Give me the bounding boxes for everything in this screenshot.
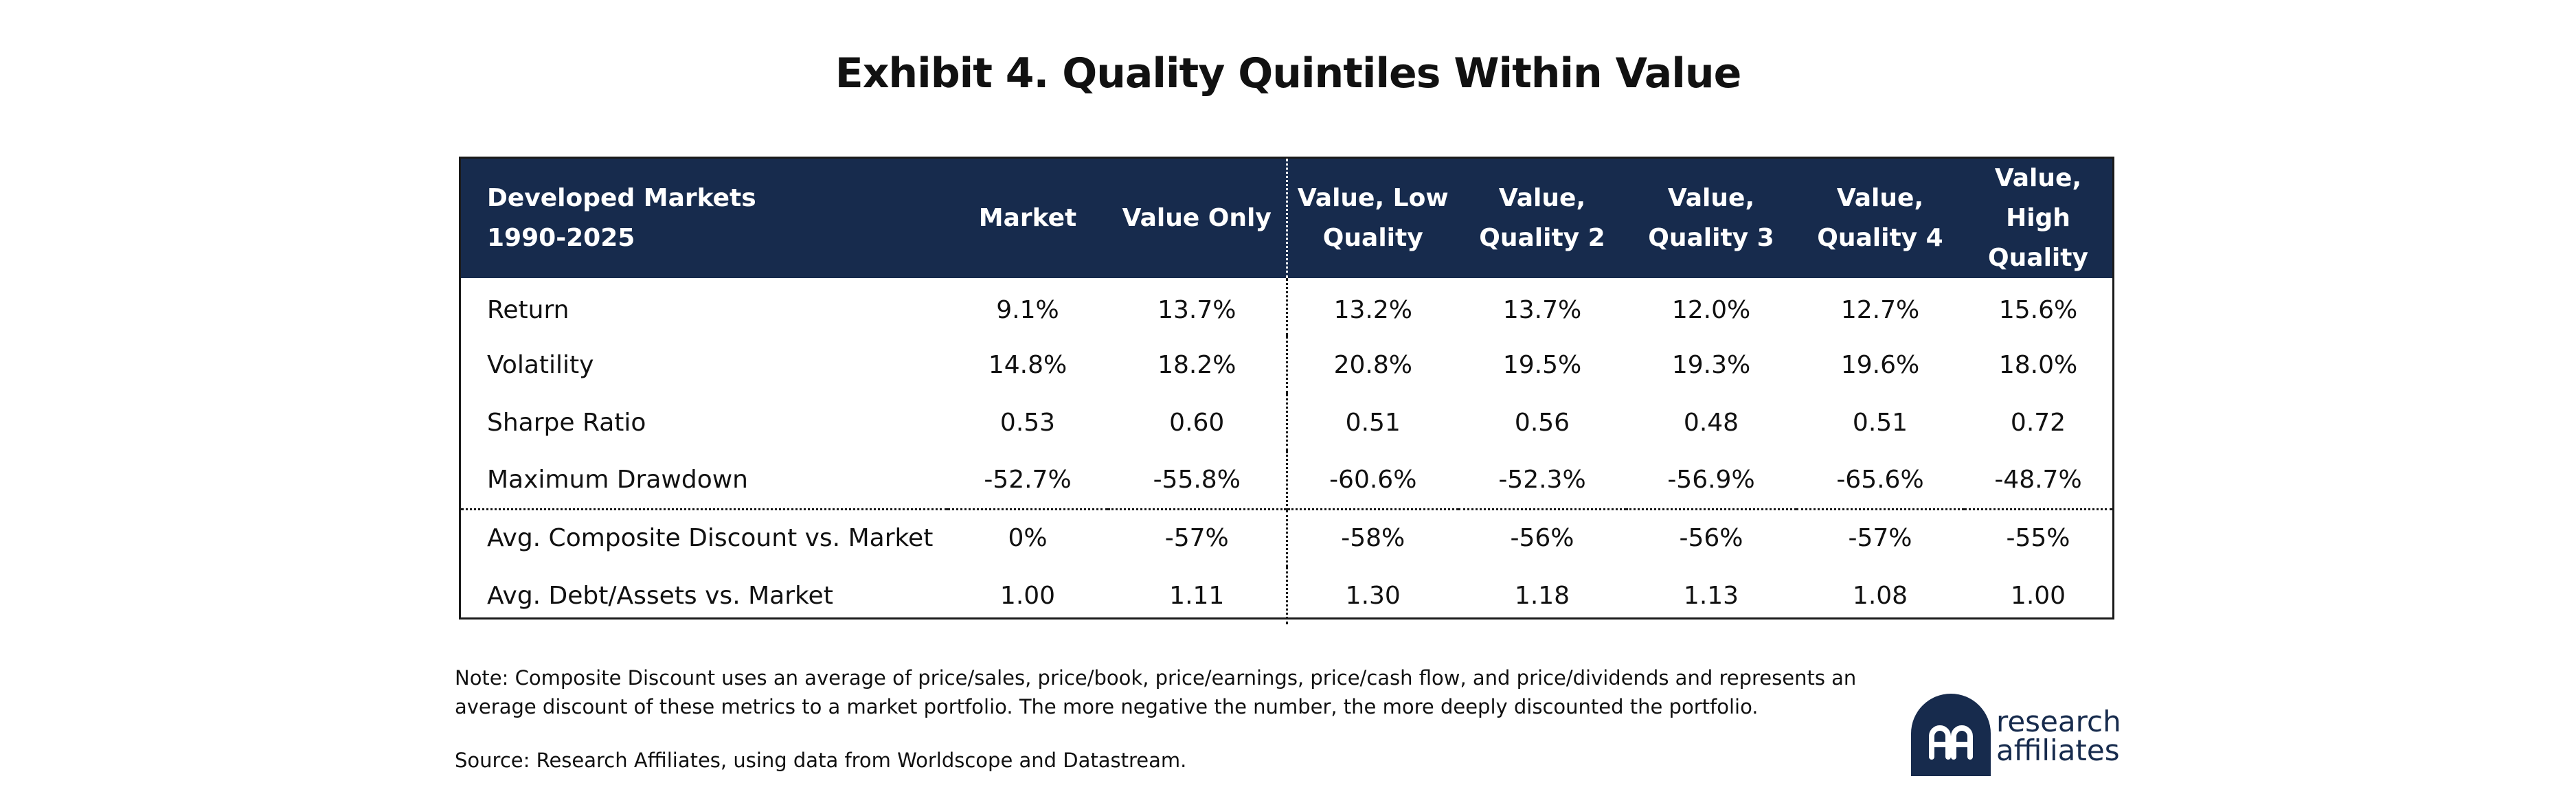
table-row-volatility: Volatility 14.8% 18.2% 20.8% 19.5% 19.3%… <box>461 336 2112 394</box>
quality-quintiles-table-frame: Developed Markets 1990-2025 Market Value… <box>459 157 2114 624</box>
header-market: Market <box>978 204 1077 232</box>
row-label: Avg. Composite Discount vs. Market <box>461 508 947 567</box>
table-cell: -65.6% <box>1836 465 1924 494</box>
header-value-only: Value Only <box>1122 204 1272 232</box>
header-value-quality-3: Value, Quality 3 <box>1648 184 1774 252</box>
row-label: Return <box>487 296 569 324</box>
table-cell: -60.6% <box>1285 451 1458 509</box>
table-cell: 20.8% <box>1285 336 1458 394</box>
table-row-maximum-drawdown: Maximum Drawdown -52.7% -55.8% -60.6% -5… <box>461 451 2112 509</box>
source-line: Source: Research Affiliates, using data … <box>455 749 1187 772</box>
table-row-debt-assets: Avg. Debt/Assets vs. Market 1.00 1.11 1.… <box>461 567 2112 624</box>
table-cell: 1.30 <box>1285 567 1458 624</box>
table-cell: 0.51 <box>1285 394 1458 451</box>
table-cell: 0.56 <box>1514 408 1570 437</box>
table-cell: 15.6% <box>1998 296 2078 324</box>
table-cell: 14.8% <box>988 350 1067 379</box>
table-note: Note: Composite Discount uses an average… <box>455 666 1857 718</box>
table-cell: 19.5% <box>1502 350 1582 379</box>
header-value-quality-4: Value, Quality 4 <box>1817 184 1943 252</box>
table-cell: -52.3% <box>1498 465 1586 494</box>
exhibit-title: Exhibit 4. Quality Quintiles Within Valu… <box>835 49 1742 98</box>
table-cell: 0.53 <box>999 408 1056 437</box>
row-label: Maximum Drawdown <box>487 465 748 494</box>
quality-quintiles-table: Developed Markets 1990-2025 Market Value… <box>461 159 2112 624</box>
table-cell: 12.0% <box>1671 296 1751 324</box>
table-row-composite-discount: Avg. Composite Discount vs. Market 0% -5… <box>461 508 2112 567</box>
header-value-low-quality: Value, Low Quality <box>1285 159 1458 278</box>
table-cell: 12.7% <box>1840 296 1920 324</box>
table-cell: -56% <box>1458 508 1626 567</box>
row-label: Sharpe Ratio <box>487 408 646 437</box>
logo-text: research affiliates <box>1996 705 2121 767</box>
table-cell: 18.0% <box>1998 350 2078 379</box>
table-cell: -57% <box>1108 508 1287 567</box>
table-cell: 1.08 <box>1852 581 1908 610</box>
table-cell: -57% <box>1796 508 1964 567</box>
table-cell: -56% <box>1626 508 1796 567</box>
table-cell: 1.00 <box>2010 581 2066 610</box>
table-cell: -56.9% <box>1667 465 1755 494</box>
table-cell: 1.18 <box>1514 581 1570 610</box>
header-value-quality-2: Value, Quality 2 <box>1479 184 1605 252</box>
table-cell: 9.1% <box>996 296 1059 324</box>
table-cell: 13.7% <box>1502 296 1582 324</box>
table-cell: 0.51 <box>1852 408 1908 437</box>
table-cell: -52.7% <box>984 465 1072 494</box>
table-cell: -55% <box>1964 508 2112 567</box>
table-cell: 1.13 <box>1683 581 1739 610</box>
table-row-sharpe-ratio: Sharpe Ratio 0.53 0.60 0.51 0.56 0.48 0.… <box>461 394 2112 451</box>
logo-wordmark: research affiliates <box>1996 707 2121 765</box>
header-corner-label: Developed Markets 1990-2025 <box>487 184 756 252</box>
table-header-row: Developed Markets 1990-2025 Market Value… <box>461 159 2112 278</box>
table-cell: 13.2% <box>1285 278 1458 336</box>
row-label: Avg. Debt/Assets vs. Market <box>487 581 833 610</box>
table-cell: 0.48 <box>1683 408 1739 437</box>
research-affiliates-logo-icon <box>1911 694 1991 776</box>
table-cell: 1.11 <box>1169 581 1225 610</box>
table-cell: -48.7% <box>1994 465 2082 494</box>
table-cell: 13.7% <box>1157 296 1236 324</box>
table-cell: 0.72 <box>2010 408 2066 437</box>
table-cell: 1.00 <box>999 581 1056 610</box>
row-label: Volatility <box>487 350 594 379</box>
table-cell: 0.60 <box>1169 408 1225 437</box>
table-cell: 18.2% <box>1157 350 1236 379</box>
table-cell: 0% <box>947 508 1108 567</box>
table-cell: -58% <box>1285 508 1458 567</box>
header-value-high-quality: Value, High Quality <box>1988 164 2088 272</box>
table-cell: -55.8% <box>1153 465 1241 494</box>
table-cell: 19.3% <box>1671 350 1751 379</box>
table-row-return: Return 9.1% 13.7% 13.2% 13.7% 12.0% 12.7… <box>461 278 2112 336</box>
research-affiliates-logo: research affiliates <box>1911 694 2121 776</box>
table-cell: 19.6% <box>1840 350 1920 379</box>
